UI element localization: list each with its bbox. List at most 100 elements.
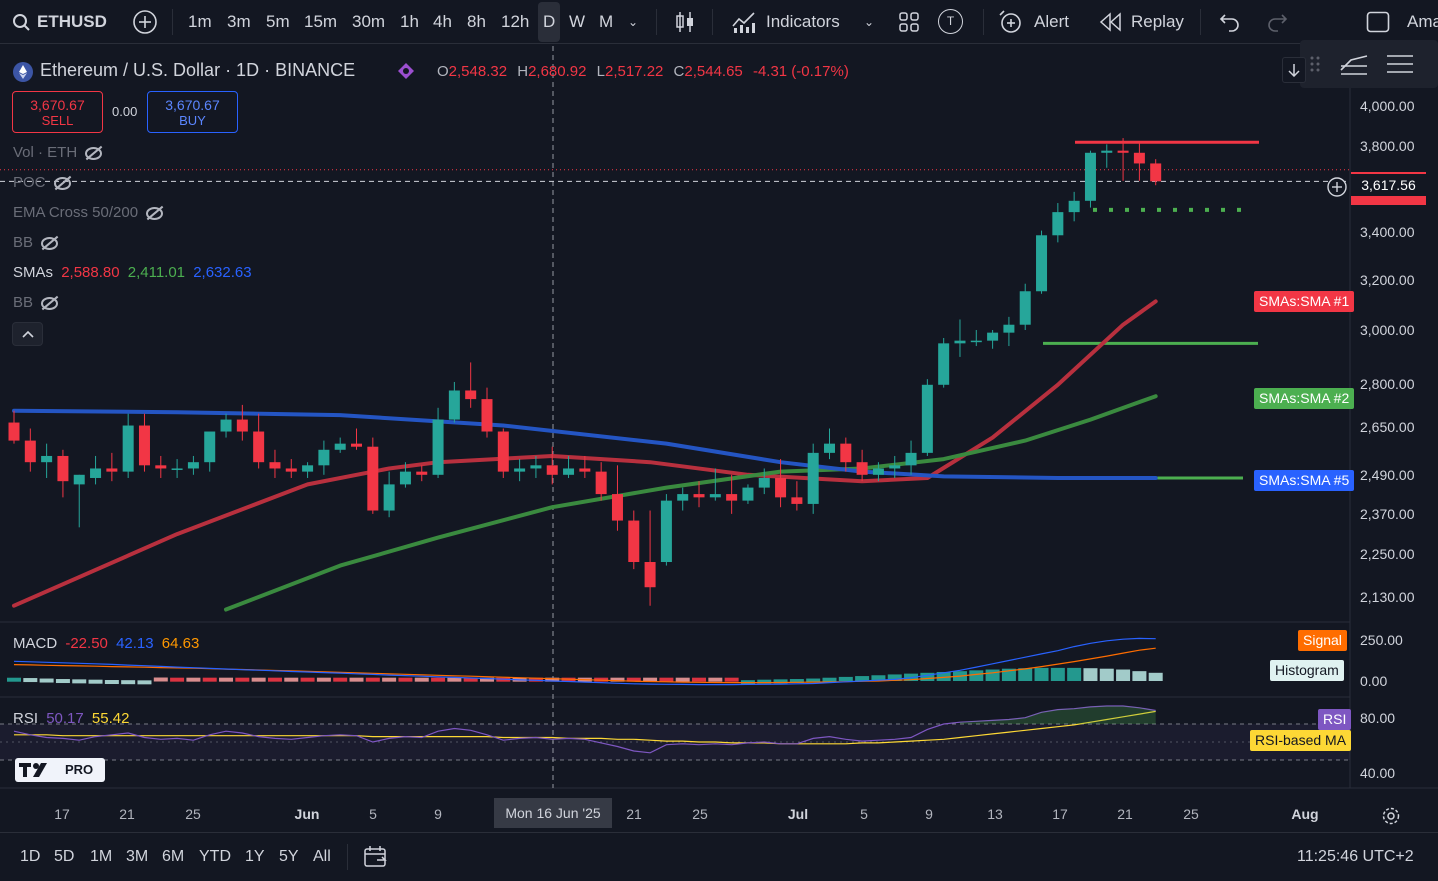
interval-1m[interactable]: 1m: [188, 12, 212, 31]
current-price-tag[interactable]: 3,617.56: [1351, 172, 1426, 205]
tag-rsi[interactable]: RSI: [1318, 709, 1352, 730]
range-all[interactable]: All: [313, 848, 331, 865]
chart-area[interactable]: Ethereum / U.S. Dollar · 1D · BINANCE O2…: [0, 40, 1438, 832]
h-label: H: [517, 63, 529, 80]
chart-canvas[interactable]: [0, 46, 1438, 832]
indicators-icon[interactable]: [731, 10, 757, 34]
interval-30m[interactable]: 30m: [352, 12, 386, 31]
toolbar-cut-label[interactable]: Ama: [1407, 12, 1438, 31]
macd-histogram-bar: [675, 677, 690, 682]
range-5d[interactable]: 5D: [54, 848, 75, 865]
range-1m[interactable]: 1M: [90, 848, 113, 865]
interval-8h[interactable]: 8h: [467, 12, 486, 31]
redo-icon[interactable]: [1266, 12, 1288, 32]
hidden-eye-icon[interactable]: [41, 236, 59, 250]
range-6m[interactable]: 6M: [162, 848, 185, 865]
macd-histogram-bar: [267, 677, 282, 682]
tag-signal[interactable]: Signal: [1298, 630, 1347, 651]
compare-plus-icon[interactable]: [132, 9, 158, 35]
range-3m[interactable]: 3M: [126, 848, 149, 865]
tradingview-logo[interactable]: PRO: [15, 758, 105, 782]
interval-12h[interactable]: 12h: [501, 12, 530, 31]
rsi-legend[interactable]: RSI 50.17 55.42: [13, 710, 129, 727]
symbol-search[interactable]: ETHUSD: [37, 12, 107, 31]
candle-body: [644, 562, 656, 588]
range-ytd[interactable]: YTD: [199, 848, 231, 865]
study-bb1[interactable]: BB: [13, 234, 59, 251]
interval-3m[interactable]: 3m: [227, 12, 251, 31]
tag-sma2[interactable]: SMAs:SMA #2: [1254, 388, 1355, 409]
study-vol[interactable]: Vol · ETH: [13, 144, 103, 161]
collapse-legend-button[interactable]: [12, 322, 43, 346]
indicators-button[interactable]: Indicators: [766, 12, 840, 31]
interval-m[interactable]: M: [599, 12, 614, 31]
study-bb2[interactable]: BB: [13, 294, 59, 311]
template-badge[interactable]: T: [938, 9, 963, 34]
hidden-eye-icon[interactable]: [85, 146, 103, 160]
range-5y[interactable]: 5Y: [279, 848, 299, 865]
macd-histogram-bar: [431, 677, 446, 682]
study-smas[interactable]: SMAs 2,588.80 2,411.01 2,632.63: [13, 264, 252, 281]
interval-w[interactable]: W: [569, 12, 586, 31]
candle-body: [1101, 150, 1113, 153]
trend-line-tool-icon[interactable]: [1338, 50, 1370, 78]
tag-histogram[interactable]: Histogram: [1270, 660, 1344, 681]
menu-icon[interactable]: [1384, 50, 1416, 78]
search-icon[interactable]: [12, 13, 31, 32]
tag-sma5[interactable]: SMAs:SMA #5: [1254, 470, 1355, 491]
candle-body: [432, 419, 444, 475]
calendar-goto-icon[interactable]: [363, 845, 389, 869]
undo-icon[interactable]: [1219, 12, 1241, 32]
layouts-icon[interactable]: [899, 12, 920, 33]
study-ema[interactable]: EMA Cross 50/200: [13, 204, 164, 221]
data-feed-icon[interactable]: [396, 61, 416, 81]
interval-15m[interactable]: 15m: [304, 12, 338, 31]
macd-histogram-bar: [1083, 668, 1098, 681]
interval-1h[interactable]: 1h: [400, 12, 419, 31]
hidden-eye-icon[interactable]: [146, 206, 164, 220]
symbol-title[interactable]: Ethereum / U.S. Dollar · 1D · BINANCE: [40, 60, 356, 80]
macd-histogram-bar: [447, 677, 462, 682]
sell-button[interactable]: 3,670.67 SELL: [12, 91, 103, 133]
rewind-icon[interactable]: [1099, 12, 1123, 32]
study-poc[interactable]: POC: [13, 174, 71, 191]
tag-sma1[interactable]: SMAs:SMA #1: [1254, 291, 1355, 312]
macd-histogram-bar: [7, 677, 21, 682]
candle-body: [269, 462, 281, 469]
hidden-eye-icon[interactable]: [41, 296, 59, 310]
range-1y[interactable]: 1Y: [245, 848, 265, 865]
spread-value: 0.00: [112, 104, 138, 119]
candle-body: [595, 471, 607, 495]
alert-button[interactable]: Alert: [1034, 12, 1069, 31]
add-price-line-icon[interactable]: [1326, 176, 1348, 198]
buy-button[interactable]: 3,670.67 BUY: [147, 91, 238, 133]
range-1d[interactable]: 1D: [20, 848, 41, 865]
interval-4h[interactable]: 4h: [433, 12, 452, 31]
clock-timezone[interactable]: 11:25:46 UTC+2: [1297, 848, 1414, 865]
macd-histogram-bar: [822, 677, 837, 682]
macd-axis-label: 250.00: [1360, 632, 1403, 648]
floating-toolbar[interactable]: [1300, 40, 1438, 88]
bb2-label: BB: [13, 294, 34, 311]
scroll-to-realtime-button[interactable]: [1282, 57, 1306, 83]
macd-histogram-bar: [871, 675, 886, 681]
hidden-eye-icon[interactable]: [53, 176, 71, 190]
macd-legend[interactable]: MACD -22.50 42.13 64.63: [13, 635, 199, 652]
indicators-chevron-icon[interactable]: ⌄: [864, 15, 875, 29]
macd-histogram-bar: [202, 677, 217, 682]
replay-button[interactable]: Replay: [1131, 12, 1184, 31]
fullscreen-icon[interactable]: [1366, 11, 1390, 33]
interval-d[interactable]: D: [538, 2, 561, 42]
macd-histogram-bar: [398, 677, 413, 682]
drag-handle-icon[interactable]: [1309, 54, 1321, 74]
price-label: 2,650.00: [1360, 419, 1415, 435]
candle-body: [1133, 152, 1145, 164]
chart-settings-gear-icon[interactable]: [1381, 806, 1401, 826]
candles-style-icon[interactable]: [673, 11, 697, 33]
alarm-clock-icon[interactable]: [998, 9, 1024, 35]
tag-rsi-ma[interactable]: RSI-based MA: [1250, 730, 1352, 751]
candle-body: [1084, 152, 1096, 201]
candle-body: [660, 500, 672, 563]
chevron-down-icon[interactable]: ⌄: [628, 15, 639, 29]
interval-5m[interactable]: 5m: [266, 12, 290, 31]
